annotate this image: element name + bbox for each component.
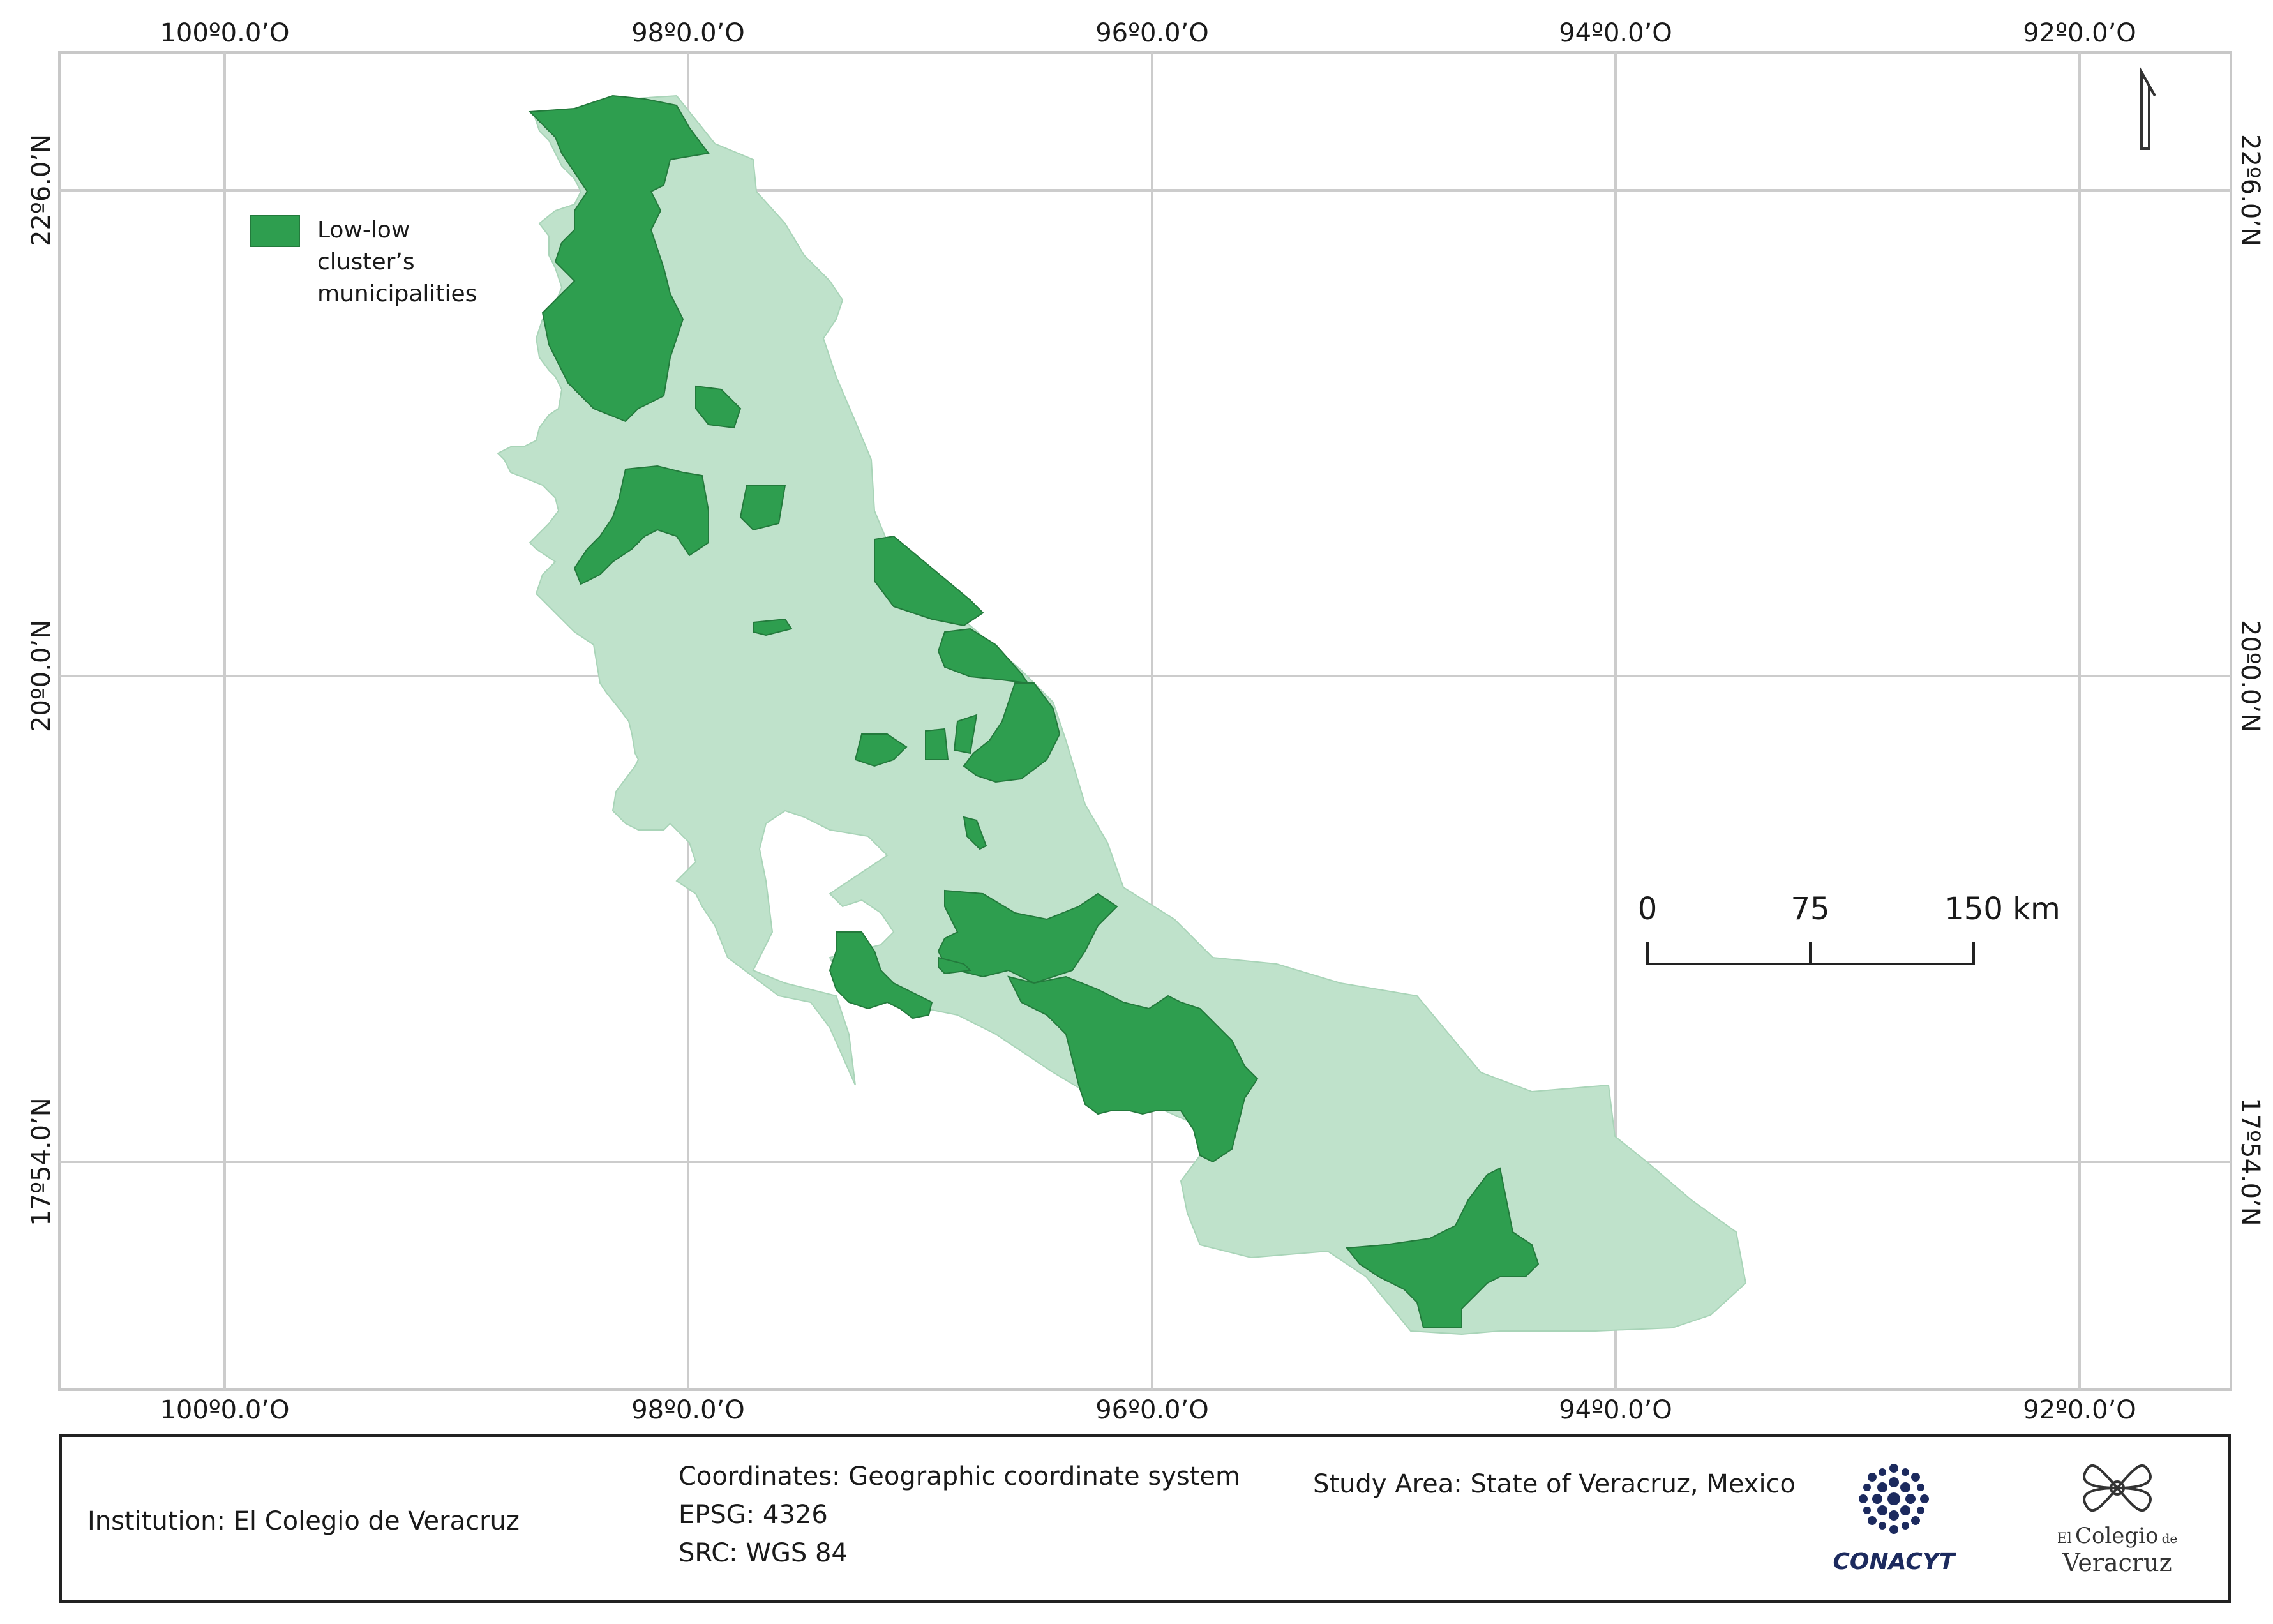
north-arrow-icon <box>2140 67 2156 150</box>
scale-label-0: 0 <box>1638 891 1658 927</box>
bottom-lon-label: 96º0.0’O <box>1095 1395 1209 1425</box>
right-lat-label: 22º6.0’N <box>2235 134 2265 246</box>
colegio-logo-colegio: Colegio <box>2074 1523 2159 1549</box>
cluster-west-south <box>829 931 933 1019</box>
cluster-small-2 <box>739 485 786 531</box>
legend-label-line: cluster’s <box>317 249 415 275</box>
left-lat-label: 20º0.0’N <box>27 620 56 732</box>
left-latitude-labels: 22º6.0’N 20º0.0’N 17º54.0’N <box>27 134 56 1226</box>
legend-label-line: municipalities <box>317 281 477 307</box>
colegio-logo-veracruz: Veracruz <box>2062 1549 2172 1577</box>
top-lon-label: 96º0.0’O <box>1095 19 1209 48</box>
map-info-footer: Institution: El Colegio de Veracruz Coor… <box>59 1434 2231 1603</box>
map-border <box>58 51 2232 1391</box>
cluster-southeast-band <box>1007 975 1259 1163</box>
right-lat-label: 20º0.0’N <box>2235 620 2265 732</box>
left-lat-label: 22º6.0’N <box>27 134 56 246</box>
top-lon-label: 94º0.0’O <box>1559 19 1672 48</box>
scale-label-150: 150 km <box>1944 891 2060 927</box>
coordinates-line: SRC: WGS 84 <box>679 1538 848 1568</box>
cluster-north <box>528 94 710 423</box>
colegio-flower-icon <box>2083 1464 2152 1512</box>
top-lon-label: 92º0.0’O <box>2023 19 2136 48</box>
colegio-logo-de: de <box>2161 1531 2178 1546</box>
bottom-longitude-labels: 100º0.0’O 98º0.0’O 96º0.0’O 94º0.0’O 92º… <box>160 1395 2136 1425</box>
cluster-small-5 <box>925 728 949 760</box>
legend-swatch <box>250 215 300 247</box>
legend-label-line: Low-low <box>317 217 410 243</box>
conacyt-dots-icon <box>1859 1464 1929 1534</box>
cluster-south <box>1346 1167 1540 1328</box>
cluster-coast-1 <box>874 535 984 627</box>
bottom-lon-label: 94º0.0’O <box>1559 1395 1672 1425</box>
coordinates-line: Coordinates: Geographic coordinate syste… <box>679 1462 1240 1491</box>
study-area-text: Study Area: State of Veracruz, Mexico <box>1313 1470 1796 1499</box>
cluster-central-tail <box>938 956 972 975</box>
bottom-lon-label: 92º0.0’O <box>2023 1395 2136 1425</box>
cluster-west-mid <box>573 465 709 585</box>
cluster-small-7 <box>963 816 987 850</box>
veracruz-state-shape <box>497 94 1747 1335</box>
cluster-municipalities <box>528 94 1540 1328</box>
bottom-lon-label: 100º0.0’O <box>160 1395 289 1425</box>
cluster-coast-3 <box>963 682 1061 783</box>
left-lat-label: 17º54.0’N <box>27 1097 56 1226</box>
bottom-lon-label: 98º0.0’O <box>631 1395 745 1425</box>
legend: Low-low cluster’s municipalities <box>250 215 477 307</box>
top-lon-label: 98º0.0’O <box>631 19 745 48</box>
institution-text: Institution: El Colegio de Veracruz <box>87 1507 520 1536</box>
top-longitude-labels: 100º0.0’O 98º0.0’O 96º0.0’O 94º0.0’O 92º… <box>160 19 2136 48</box>
colegio-logo-text: El Colegio de Veracruz <box>2047 1524 2187 1579</box>
conacyt-logo: CONACYT <box>1830 1459 1958 1581</box>
scale-label-75: 75 <box>1790 891 1829 927</box>
cluster-small-4 <box>854 733 908 767</box>
right-latitude-labels: 22º6.0’N 20º0.0’N 17º54.0’N <box>2235 134 2265 1226</box>
cluster-small-3 <box>753 618 793 636</box>
coordinates-line: EPSG: 4326 <box>679 1500 828 1530</box>
top-lon-label: 100º0.0’O <box>160 19 289 48</box>
colegio-veracruz-logo: El Colegio de Veracruz <box>2047 1453 2187 1587</box>
conacyt-logo-text: CONACYT <box>1833 1549 1955 1575</box>
cluster-coast-2 <box>937 628 1030 684</box>
colegio-logo-el: El <box>2057 1531 2072 1547</box>
cluster-small-6 <box>953 714 978 755</box>
right-lat-label: 17º54.0’N <box>2235 1097 2265 1226</box>
scale-bar: 0 75 150 km <box>1638 891 2060 965</box>
cluster-small-1 <box>695 385 742 429</box>
